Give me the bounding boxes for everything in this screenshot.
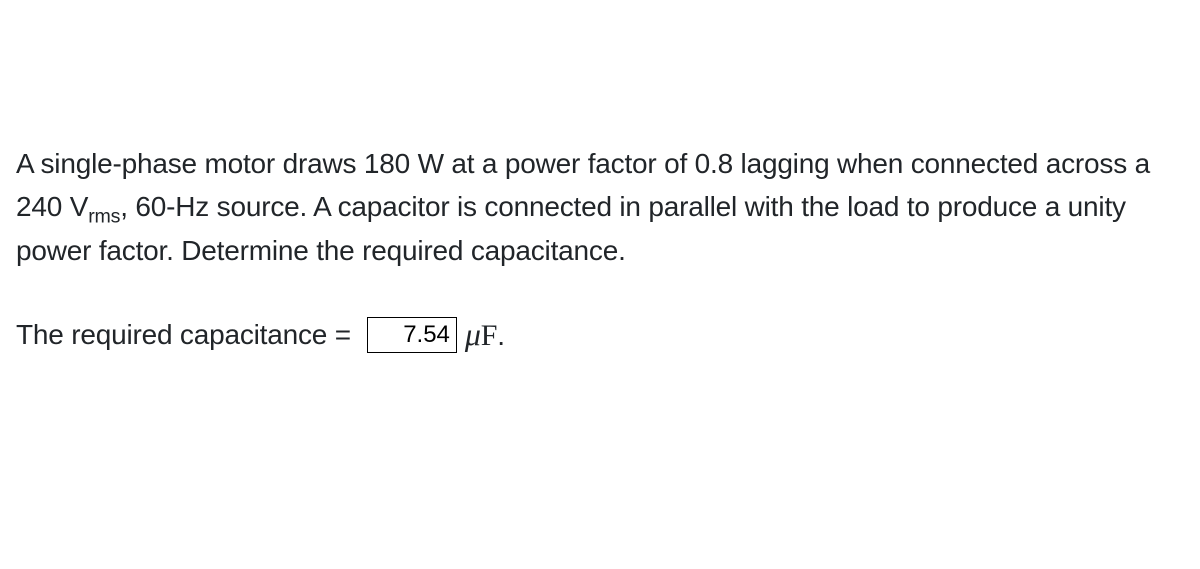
period: . — [497, 320, 505, 351]
capacitance-input[interactable] — [367, 317, 457, 353]
question-page: A single-phase motor draws 180 W at a po… — [0, 0, 1200, 353]
problem-text-part2: , 60-Hz source. A capacitor is connected… — [16, 191, 1126, 265]
answer-line: The required capacitance = μF. — [16, 316, 1184, 353]
problem-statement: A single-phase motor draws 180 W at a po… — [16, 142, 1184, 272]
unit-label: μF. — [465, 316, 505, 353]
mu-symbol: μ — [465, 316, 481, 352]
answer-label: The required capacitance = — [16, 319, 351, 351]
farad-symbol: F — [481, 319, 498, 352]
vrms-subscript: rms — [88, 206, 120, 228]
